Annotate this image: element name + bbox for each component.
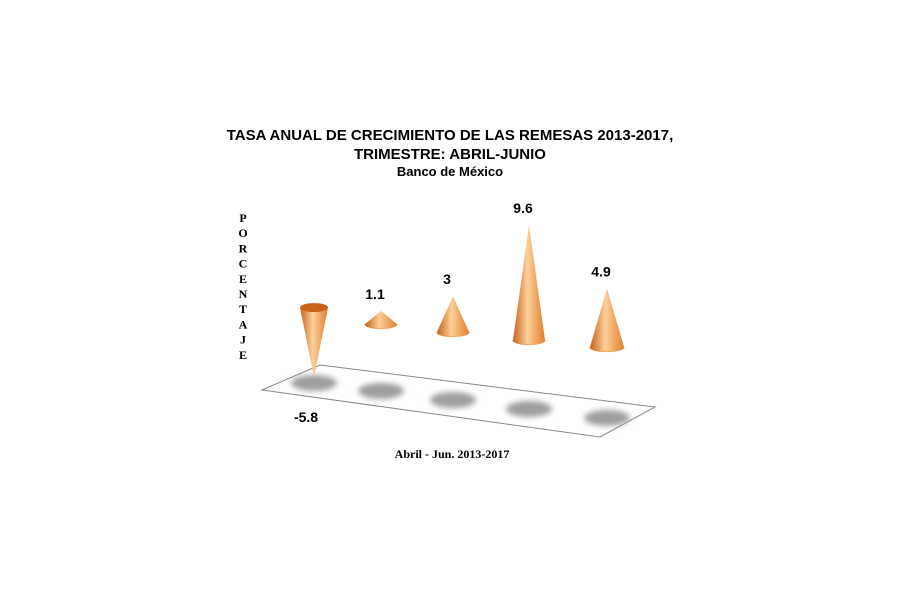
chart-subtitle: TRIMESTRE: ABRIL-JUNIO (354, 146, 546, 163)
chart-title: TASA ANUAL DE CRECIMIENTO DE LAS REMESAS… (226, 127, 674, 144)
cone-base-edge (436, 331, 470, 338)
cone-1 (300, 303, 328, 377)
cone-base-edge (589, 346, 625, 353)
cone-body (590, 288, 624, 352)
cone-4 (512, 225, 546, 346)
cone-3 (436, 296, 470, 338)
cone-body (365, 310, 397, 329)
chart-source: Banco de México (396, 164, 504, 179)
data-label: 1.1 (365, 286, 385, 302)
data-label: -5.8 (294, 409, 318, 425)
cone-shadow (506, 401, 552, 417)
cone-5 (589, 288, 625, 353)
cone-shadow (291, 375, 337, 391)
x-axis-label: Abril - Jun. 2013-2017 (395, 447, 510, 461)
cone-top-face (300, 303, 328, 313)
cone-base-edge (512, 339, 546, 346)
cone-body (437, 296, 469, 337)
data-label: 9.6 (513, 200, 533, 216)
cone-body (513, 225, 545, 345)
cone-body (300, 307, 328, 377)
cone-shadow (584, 410, 630, 426)
data-label: 4.9 (591, 263, 611, 279)
data-label: 3 (443, 271, 451, 287)
cone-shadow (430, 392, 476, 408)
cone-2 (364, 310, 398, 330)
cone-base-edge (364, 323, 398, 330)
cone-shadow (358, 383, 404, 399)
